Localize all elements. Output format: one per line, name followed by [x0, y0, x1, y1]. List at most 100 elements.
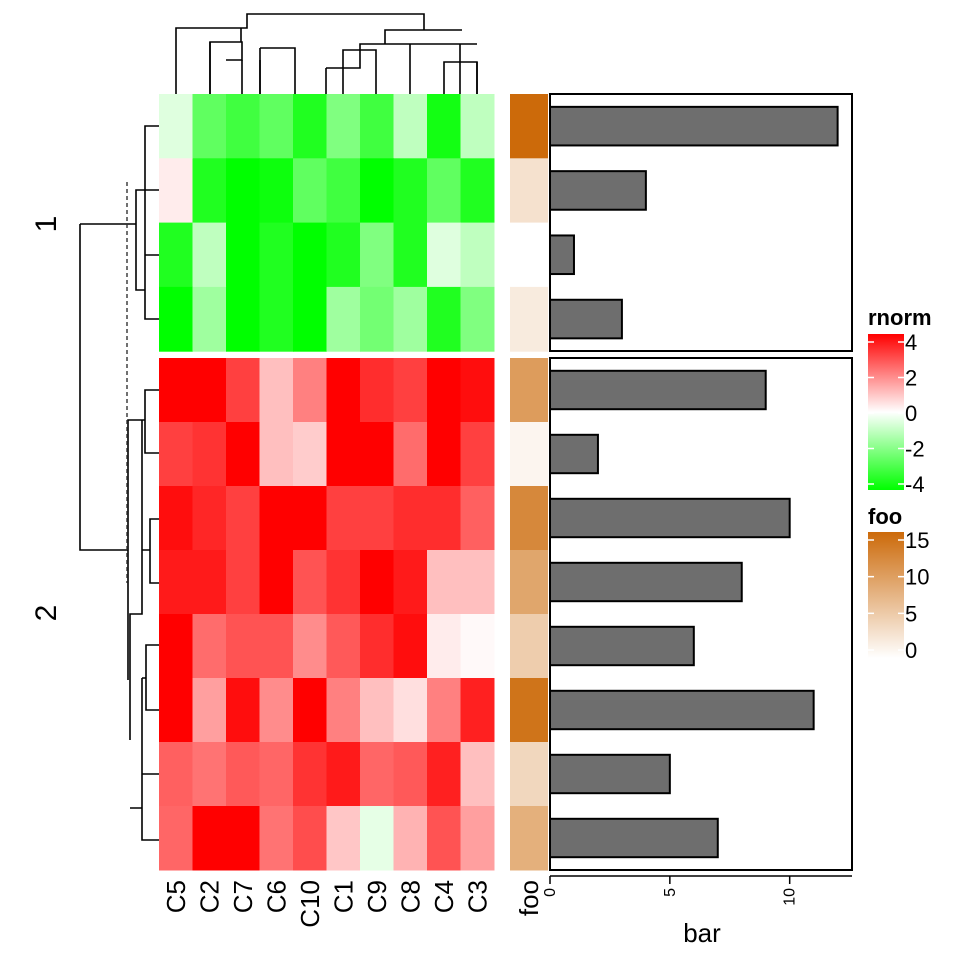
foo-cell — [510, 806, 548, 871]
heatmap-cell — [159, 806, 193, 871]
heatmap-cell — [226, 806, 260, 871]
heatmap-cell — [293, 550, 327, 615]
heatmap-cell — [226, 742, 260, 807]
heatmap-cell — [226, 422, 260, 487]
heatmap-cell — [326, 486, 361, 551]
axis-labels: C5 C2 C7 C6 C10 C1 C9 C8 C4 C3 foo 1 2 — [30, 216, 544, 928]
heatmap-cell — [293, 158, 327, 224]
foo-legend-label: 15 — [905, 528, 929, 553]
heatmap-cell — [192, 806, 227, 871]
heatmap-cell — [293, 678, 327, 743]
heatmap-cell — [293, 286, 327, 352]
foo-cell — [510, 550, 548, 615]
heatmap-cell — [360, 614, 394, 679]
heatmap-cell — [460, 358, 495, 423]
heatmap-cell — [259, 550, 294, 615]
heatmap-cell — [259, 614, 294, 679]
column-label: C6 — [261, 880, 291, 913]
heatmap-cell — [159, 222, 193, 288]
heatmap-cell — [326, 422, 361, 487]
bar-mark — [549, 369, 767, 411]
heatmap-cell — [259, 222, 294, 288]
column-label: C2 — [194, 880, 224, 913]
rnorm-legend-label: -4 — [905, 472, 925, 497]
heatmap-cell — [427, 94, 461, 159]
heatmap-cell — [259, 358, 294, 423]
heatmap-cell — [326, 806, 361, 871]
heatmap-cell — [393, 486, 428, 551]
heatmap-cell — [427, 486, 461, 551]
bar-mark — [549, 298, 623, 340]
heatmap-cell — [259, 486, 294, 551]
row-dendrogram — [79, 125, 159, 841]
heatmap-cell — [293, 742, 327, 807]
heatmap-cell — [293, 222, 327, 288]
heatmap-cell — [293, 614, 327, 679]
heatmap-cell — [159, 742, 193, 807]
foo-cell — [510, 358, 548, 423]
heatmap-cell — [192, 614, 227, 679]
heatmap-cell — [393, 678, 428, 743]
foo-annotation — [510, 94, 548, 871]
foo-cell — [510, 422, 548, 487]
bar-tick-label: 0 — [542, 888, 559, 897]
heatmap-cell — [326, 158, 361, 224]
bar-mark — [549, 433, 599, 475]
bar-tick-label: 10 — [782, 888, 799, 906]
bar-panel-border — [549, 357, 853, 871]
rnorm-legend-label: 2 — [905, 366, 917, 391]
bar-mark — [549, 105, 839, 147]
heatmap-cell — [460, 422, 495, 487]
heatmap-cell — [326, 742, 361, 807]
heatmap-cell — [192, 742, 227, 807]
heatmap-cell — [393, 158, 428, 224]
rnorm-legend-bar — [868, 334, 904, 490]
heatmap-cell — [259, 94, 294, 159]
foo-legend-label: 5 — [905, 601, 917, 626]
foo-cell — [510, 486, 548, 551]
foo-cell — [510, 222, 548, 288]
heatmap-cell — [226, 486, 260, 551]
heatmap-cells — [159, 94, 495, 871]
heatmap-cell — [259, 678, 294, 743]
heatmap-cell — [159, 358, 193, 423]
heatmap-cell — [159, 486, 193, 551]
heatmap-cell — [360, 678, 394, 743]
bar-mark — [549, 561, 743, 603]
heatmap-cell — [159, 550, 193, 615]
heatmap-cell — [192, 158, 227, 224]
heatmap-cell — [326, 550, 361, 615]
heatmap-cell — [293, 94, 327, 159]
heatmap-cell — [360, 742, 394, 807]
heatmap-cell — [159, 678, 193, 743]
heatmap-cell — [393, 550, 428, 615]
heatmap-cell — [360, 358, 394, 423]
heatmap-cell — [192, 286, 227, 352]
foo-cell — [510, 158, 548, 224]
foo-legend-label: 10 — [905, 565, 929, 590]
column-label: C5 — [161, 880, 191, 913]
heatmap-cell — [427, 742, 461, 807]
heatmap-cell — [192, 486, 227, 551]
foo-legend-title: foo — [868, 504, 902, 529]
heatmap-cell — [159, 94, 193, 159]
bar-annotation: 0 5 10 bar — [542, 93, 853, 948]
heatmap-cell — [427, 614, 461, 679]
row-group-label: 2 — [30, 605, 63, 622]
heatmap-cell — [360, 550, 394, 615]
foo-legend-label: 0 — [905, 638, 917, 663]
heatmap-cell — [226, 358, 260, 423]
heatmap-cell — [159, 422, 193, 487]
heatmap-cell — [326, 678, 361, 743]
heatmap-cell — [393, 358, 428, 423]
heatmap-cell — [293, 422, 327, 487]
column-label: C1 — [328, 880, 358, 913]
heatmap-cell — [393, 286, 428, 352]
heatmap-cell — [293, 806, 327, 871]
heatmap-cell — [226, 678, 260, 743]
heatmap-cell — [460, 286, 495, 352]
heatmap-cell — [427, 678, 461, 743]
heatmap-cell — [159, 158, 193, 224]
